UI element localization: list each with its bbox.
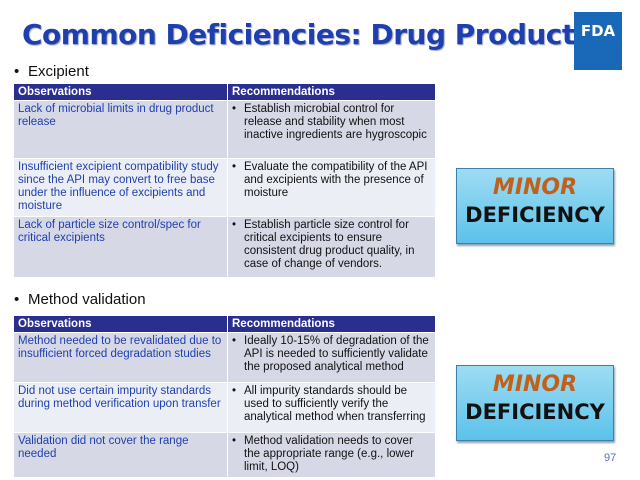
column-header-observations: Observations bbox=[14, 316, 228, 333]
bullet-icon: • bbox=[232, 103, 237, 115]
table-header-row: Observations Recommendations bbox=[14, 316, 436, 333]
column-header-observations: Observations bbox=[14, 84, 228, 101]
minor-deficiency-badge-excipient: MINOR DEFICIENCY bbox=[456, 168, 614, 244]
recommendation-cell: • Method validation needs to cover the ap… bbox=[227, 432, 436, 477]
observation-cell: Lack of particle size control/spec for c… bbox=[14, 216, 228, 277]
bullet-icon: • bbox=[14, 291, 20, 308]
recommendation-cell: • All impurity standards should be used t… bbox=[227, 382, 436, 433]
observation-cell: Lack of microbial limits in drug product… bbox=[14, 100, 228, 159]
section-heading-label: Excipient bbox=[28, 63, 89, 80]
observation-cell: Validation did not cover the range neede… bbox=[14, 432, 228, 477]
observation-cell: Method needed to be revalidated due to i… bbox=[14, 332, 228, 383]
recommendation-text: Establish particle size control for crit… bbox=[244, 219, 415, 270]
section-heading-method-validation: • Method validation bbox=[14, 291, 146, 308]
table-header-row: Observations Recommendations bbox=[14, 84, 436, 101]
table-row: Validation did not cover the range neede… bbox=[14, 432, 436, 477]
recommendation-text: Establish microbial control for release … bbox=[244, 103, 427, 141]
table-row: Lack of microbial limits in drug product… bbox=[14, 100, 436, 159]
recommendation-cell: • Evaluate the compatibility of the API a… bbox=[227, 158, 436, 217]
excipient-table: Observations Recommendations Lack of mic… bbox=[14, 84, 436, 277]
recommendation-text: Evaluate the compatibility of the API an… bbox=[244, 161, 428, 199]
table-row: Insufficient excipient compatibility stu… bbox=[14, 158, 436, 217]
table-row: Did not use certain impurity standards d… bbox=[14, 382, 436, 433]
page-number: 97 bbox=[604, 452, 617, 464]
recommendation-text: Ideally 10-15% of degradation of the API… bbox=[244, 335, 429, 373]
badge-line1: MINOR bbox=[492, 175, 578, 200]
badge-line1: MINOR bbox=[492, 372, 578, 397]
bullet-icon: • bbox=[232, 435, 237, 447]
section-heading-label: Method validation bbox=[28, 291, 146, 308]
badge-line2: DEFICIENCY bbox=[465, 203, 605, 227]
table-row: Method needed to be revalidated due to i… bbox=[14, 332, 436, 383]
bullet-icon: • bbox=[232, 335, 237, 347]
section-heading-excipient: • Excipient bbox=[14, 63, 89, 80]
column-header-recommendations: Recommendations bbox=[227, 316, 436, 333]
bullet-icon: • bbox=[232, 219, 237, 231]
observation-cell: Did not use certain impurity standards d… bbox=[14, 382, 228, 433]
slide-title: Common Deficiencies: Drug Product bbox=[22, 18, 575, 51]
method-validation-table: Observations Recommendations Method need… bbox=[14, 316, 436, 477]
recommendation-cell: • Ideally 10-15% of degradation of the AP… bbox=[227, 332, 436, 383]
bullet-icon: • bbox=[232, 161, 237, 173]
recommendation-cell: • Establish microbial control for release… bbox=[227, 100, 436, 159]
fda-logo-icon: FDA bbox=[574, 12, 622, 70]
column-header-recommendations: Recommendations bbox=[227, 84, 436, 101]
badge-line2: DEFICIENCY bbox=[465, 400, 605, 424]
bullet-icon: • bbox=[14, 63, 20, 80]
recommendation-cell: • Establish particle size control for cri… bbox=[227, 216, 436, 277]
fda-logo-text: FDA bbox=[580, 22, 616, 40]
observation-cell: Insufficient excipient compatibility stu… bbox=[14, 158, 228, 217]
table-row: Lack of particle size control/spec for c… bbox=[14, 216, 436, 277]
bullet-icon: • bbox=[232, 385, 237, 397]
recommendation-text: Method validation needs to cover the app… bbox=[244, 435, 415, 473]
recommendation-text: All impurity standards should be used to… bbox=[244, 385, 426, 423]
minor-deficiency-badge-method-validation: MINOR DEFICIENCY bbox=[456, 365, 614, 441]
